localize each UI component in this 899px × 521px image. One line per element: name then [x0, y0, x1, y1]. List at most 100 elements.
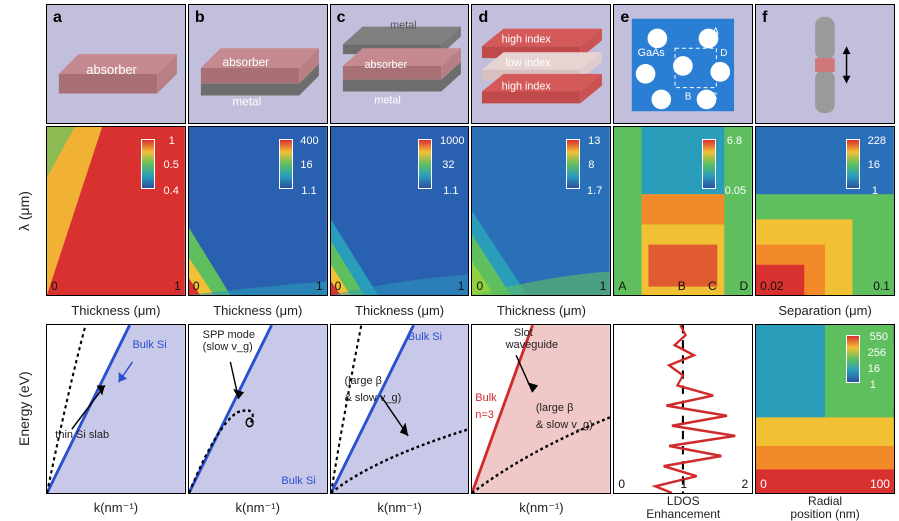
panel-tag: d: [478, 9, 488, 27]
ldos-e: 0 1 2: [613, 324, 753, 494]
ann-spp: SPP mode: [203, 329, 255, 341]
xlabel-c: Thickness (μm): [330, 298, 470, 322]
ann-bulk: Bulk Si: [408, 331, 442, 343]
cb-min: 0.4: [164, 185, 179, 197]
ann-slow: (slow v_g): [203, 341, 253, 353]
ylabel-lambda: λ (μm): [4, 126, 44, 296]
schematic-a-svg: absorber: [47, 5, 185, 123]
xA: A: [618, 279, 626, 293]
label-absorber: absorber: [364, 59, 407, 71]
corner-B: B: [685, 91, 692, 102]
ann-wg: waveguide: [506, 339, 559, 351]
panel-tag: c: [337, 9, 346, 27]
cb-mid1: 256: [868, 347, 886, 359]
label-gaas: GaAs: [638, 47, 666, 59]
label-metal-bot: metal: [374, 94, 400, 106]
xlabel-d: Thickness (μm): [471, 298, 611, 322]
xD: D: [739, 279, 748, 293]
dispersion-d: Slot waveguide Bulk n=3 (large β & slow …: [471, 324, 611, 494]
x0: 0: [476, 279, 483, 293]
x1: 1: [316, 279, 323, 293]
ldos-l1: LDOS: [667, 494, 700, 508]
xlabel-ldos: LDOS Enhancement: [613, 496, 753, 520]
x0: 0: [618, 477, 625, 491]
colorbar: [702, 139, 716, 189]
xlabel-e: [613, 298, 753, 322]
colorbar: [279, 139, 293, 189]
schematic-f-svg: [756, 5, 894, 123]
cb-max: 1: [169, 135, 175, 147]
schematic-b-svg: absorber metal: [189, 5, 327, 123]
cb-max: 13: [588, 135, 600, 147]
label-metal: metal: [232, 94, 261, 108]
ann-beta: (large β: [536, 402, 574, 414]
ldos-l2: Enhancement: [646, 507, 720, 521]
colorbar: [566, 139, 580, 189]
ann-slot: Slot: [514, 327, 533, 339]
cb-min: 1.7: [587, 185, 602, 197]
x0: 0: [193, 279, 200, 293]
colorbar: [846, 139, 860, 189]
schematic-f: f: [755, 4, 895, 124]
xC: C: [708, 279, 717, 293]
figure-grid: a absorber b absorber metal c: [0, 0, 899, 516]
heatmap-c: 1000 32 1.1 0 1: [330, 126, 470, 296]
cb-max: 228: [868, 135, 886, 147]
x1: 1: [600, 279, 607, 293]
cb-min: 1: [870, 379, 876, 391]
heatmap-d: 13 8 1.7 0 1: [471, 126, 611, 296]
cb-min: 1: [872, 185, 878, 197]
xlabel-k-d: k(nm⁻¹): [471, 496, 611, 520]
xB: B: [678, 279, 686, 293]
cb-mid: 32: [442, 159, 454, 171]
label-lo: low index: [506, 57, 552, 69]
xlabel-radial: Radial position (nm): [755, 496, 895, 520]
heatmap-e: 6.8 0.05 A B C D: [613, 126, 753, 296]
cb-min: 1.1: [443, 185, 458, 197]
colorbar: [418, 139, 432, 189]
schematic-e: e GaAs A B C D: [613, 4, 753, 124]
panel-tag: f: [762, 9, 767, 27]
dispersion-b: SPP mode (slow v_g) Bulk Si: [188, 324, 328, 494]
cb-mid2: 16: [868, 363, 880, 375]
schematic-b: b absorber metal: [188, 4, 328, 124]
heatmap-f: 228 16 1 0.02 0.1: [755, 126, 895, 296]
x0: 0: [760, 477, 767, 491]
x1: 1: [174, 279, 181, 293]
xlabel-a: Thickness (μm): [46, 298, 186, 322]
rad-l1: Radial: [808, 494, 842, 508]
cb-max: 1000: [440, 135, 464, 147]
x0: 0.02: [760, 279, 783, 293]
cb-max: 400: [300, 135, 318, 147]
spacer: [4, 298, 44, 322]
ann-vg: & slow v_g): [536, 419, 593, 431]
dispersion-a: 3.0 1.2 Bulk Si thin Si slab: [46, 324, 186, 494]
spacer: [4, 496, 44, 520]
label-metal-top: metal: [390, 20, 416, 32]
ann-beta: (large β: [344, 375, 382, 387]
panel-tag: a: [53, 9, 62, 27]
schematic-a: a absorber: [46, 4, 186, 124]
panel-tag: e: [620, 9, 629, 27]
heatmap-a: 1.2 0.4 1 0.5 0.4 0 1: [46, 126, 186, 296]
x0: 0: [335, 279, 342, 293]
cb-max: 6.8: [727, 135, 742, 147]
corner-C: C: [711, 91, 718, 102]
colorbar: [846, 335, 860, 383]
cb-mid: 8: [588, 159, 594, 171]
cb-max: 550: [870, 331, 888, 343]
xlabel-k-a: k(nm⁻¹): [46, 496, 186, 520]
spacer: [4, 4, 44, 124]
xlabel-k-c: k(nm⁻¹): [330, 496, 470, 520]
colorbar: [141, 139, 155, 189]
label-hi1: high index: [502, 33, 552, 45]
ann-n3: n=3: [475, 409, 494, 421]
cb-mid: 16: [868, 159, 880, 171]
label-absorber: absorber: [222, 55, 269, 69]
radial-f: 550 256 16 1 0 100: [755, 324, 895, 494]
ann-bulk: Bulk Si: [132, 339, 166, 351]
ann-vg: & slow v_g): [344, 392, 401, 404]
rad-l2: position (nm): [790, 507, 859, 521]
schematic-d: d high index low index high index: [471, 4, 611, 124]
schematic-c-svg: metal absorber metal: [331, 5, 469, 123]
